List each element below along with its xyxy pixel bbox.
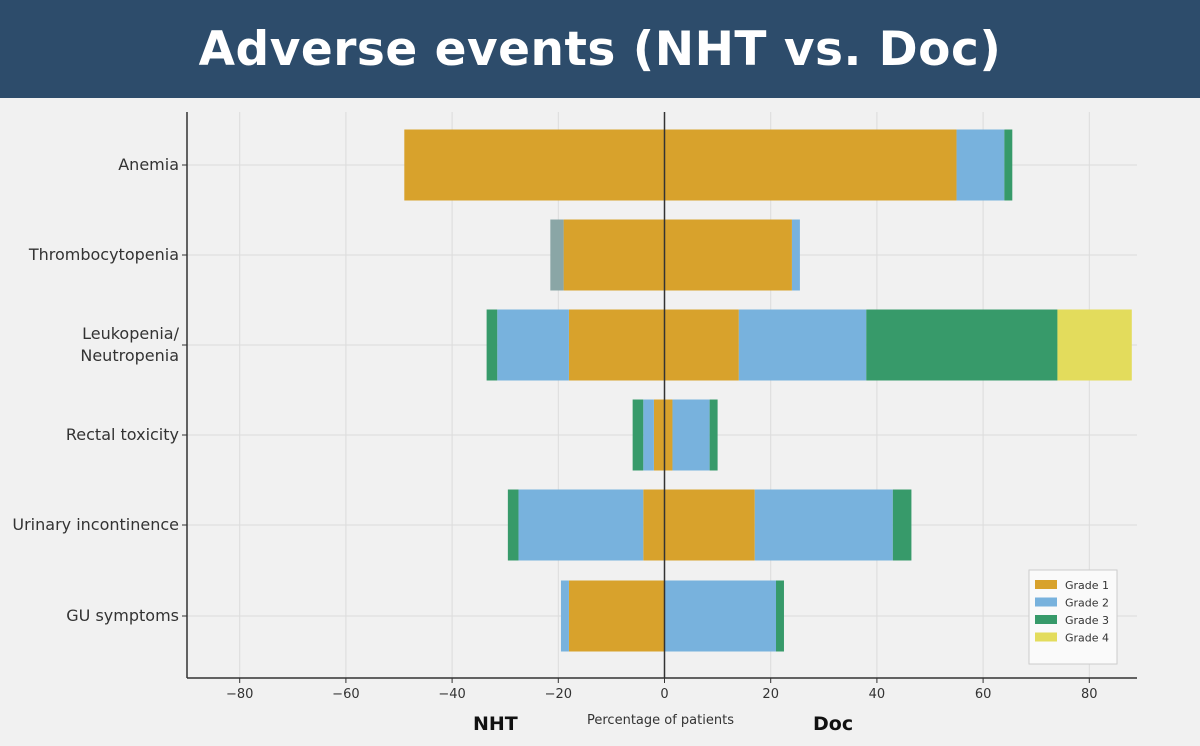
legend-swatch: [1035, 580, 1057, 589]
x-tick-label: −60: [332, 687, 359, 702]
category-label: Urinary incontinence: [12, 515, 179, 534]
legend-swatch: [1035, 632, 1057, 642]
bar-nht-grade-1: [643, 489, 665, 561]
bar-doc-grade-3: [776, 580, 784, 652]
bar-doc-grade-2: [956, 129, 1005, 201]
x-tick-label: 80: [1081, 687, 1098, 702]
bar-nht-grade-2: [560, 580, 569, 652]
category-label: Thrombocytopenia: [28, 245, 179, 264]
bar-doc-grade-4: [1057, 309, 1132, 381]
bar-doc-grade-2: [664, 580, 777, 652]
x-tick-label: 0: [660, 687, 668, 702]
bar-doc-grade-1: [664, 219, 792, 291]
bar-doc-grade-1: [664, 399, 673, 471]
bar-nht-grade-3: [632, 399, 644, 471]
x-tick-label: −40: [438, 687, 465, 702]
bar-nht-grade-2: [643, 399, 654, 471]
bar-doc-grade-3: [892, 489, 912, 561]
bar-nht-grade-1: [653, 399, 665, 471]
x-axis-label: Percentage of patients: [587, 713, 734, 728]
bar-doc-grade-2: [791, 219, 800, 291]
bar-nht-grade-1: [568, 580, 665, 652]
legend-swatch: [1035, 597, 1057, 607]
legend-label: Grade 2: [1065, 597, 1109, 610]
bar-doc-grade-1: [664, 129, 957, 201]
x-tick-label: −20: [545, 687, 572, 702]
legend-label: Grade 4: [1065, 632, 1109, 645]
bar-nht-grade-3: [507, 489, 519, 561]
category-label: Neutropenia: [80, 346, 179, 365]
slide-title: Adverse events (NHT vs. Doc): [198, 21, 1002, 77]
bar-nht-grade-2: [518, 489, 644, 561]
title-bar: Adverse events (NHT vs. Doc): [0, 0, 1200, 98]
legend-label: Grade 1: [1065, 579, 1109, 592]
bar-doc-grade-1: [664, 489, 755, 561]
doc-side-label: Doc: [813, 713, 854, 735]
bar-doc-grade-3: [866, 309, 1058, 381]
x-tick-label: 40: [869, 687, 886, 702]
category-label: Anemia: [118, 155, 179, 174]
category-label: Rectal toxicity: [66, 425, 179, 444]
bar-nht-grade-3: [486, 309, 498, 381]
bar-doc-grade-3: [709, 399, 718, 471]
bar-doc-grade-3: [1004, 129, 1013, 201]
bar-doc-grade-1: [664, 309, 739, 381]
x-tick-label: 20: [762, 687, 779, 702]
bar-nht-grade-1: [568, 309, 665, 381]
bar-doc-grade-2: [754, 489, 893, 561]
chart-area: −80 −60 −40 −20 0 20 40 60 80 Anemia Thrombocytope…: [0, 98, 1200, 746]
diverging-bar-chart: −80 −60 −40 −20 0 20 40 60 80 Anemia Thrombocytope…: [12, 112, 1137, 702]
bar-nht-grade-2: [550, 219, 564, 291]
legend-swatch: [1035, 615, 1057, 624]
bar-doc-grade-2: [672, 399, 710, 471]
bar-nht-grade-2: [497, 309, 569, 381]
legend-label: Grade 3: [1065, 614, 1109, 627]
category-label: GU symptoms: [66, 606, 179, 625]
nht-side-label: NHT: [473, 713, 518, 735]
x-tick-label: 60: [975, 687, 992, 702]
bar-nht-grade-1: [404, 129, 665, 201]
bar-doc-grade-2: [738, 309, 867, 381]
category-label: Leukopenia/: [82, 324, 179, 343]
bar-nht-grade-1: [563, 219, 665, 291]
x-tick-label: −80: [226, 687, 253, 702]
